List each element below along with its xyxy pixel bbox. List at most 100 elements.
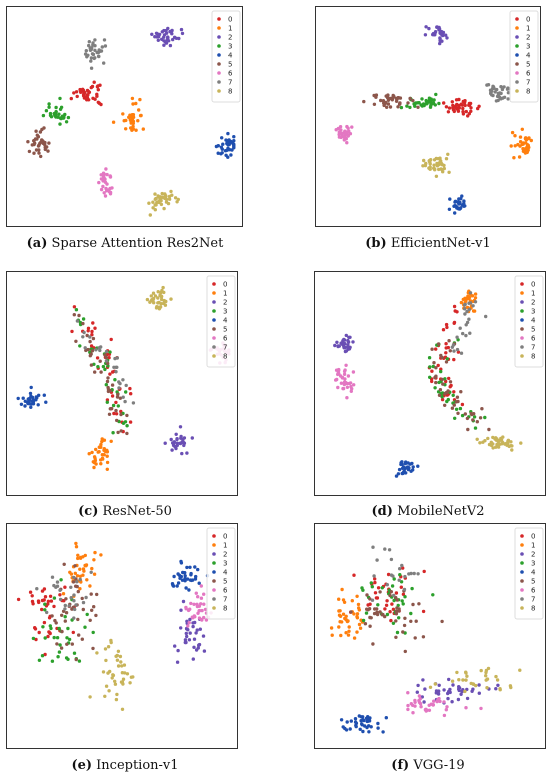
scatter-point-class-0: [114, 400, 118, 405]
scatter-point-class-7: [484, 314, 488, 319]
scatter-point-class-1: [124, 118, 128, 123]
scatter-point-class-4: [221, 142, 225, 146]
scatter-point-class-5: [452, 403, 456, 407]
scatter-point-class-7: [54, 585, 58, 589]
scatter-point-class-8: [506, 438, 511, 442]
scatter-point-class-1: [96, 450, 100, 454]
scatter-point-class-2: [433, 31, 437, 35]
scatter-point-class-5: [394, 595, 398, 600]
scatter-point-class-1: [525, 149, 530, 154]
scatter-point-class-0: [37, 630, 41, 635]
scatter-point-class-5: [394, 609, 398, 614]
scatter-point-class-7: [459, 351, 464, 355]
scatter-point-class-6: [196, 595, 200, 599]
legend-label-3: 3: [531, 560, 535, 568]
scatter-point-class-2: [183, 638, 188, 642]
scatter-point-class-7: [465, 309, 469, 314]
caption-label: (d): [371, 504, 393, 519]
scatter-point-class-1: [357, 622, 362, 627]
scatter-point-class-2: [156, 32, 160, 36]
scatter-point-class-8: [494, 445, 498, 449]
scatter-point-class-5: [409, 619, 413, 623]
scatter-point-class-3: [440, 395, 444, 399]
scatter-point-class-3: [451, 393, 455, 397]
scatter-point-class-0: [401, 566, 405, 570]
scatter-point-class-6: [110, 186, 114, 190]
scatter-point-class-8: [156, 290, 160, 294]
scatter-point-class-3: [408, 105, 412, 110]
scatter-point-class-7: [121, 378, 125, 382]
scatter-point-class-1: [92, 460, 97, 465]
scatter-point-class-3: [427, 356, 432, 360]
scatter-point-class-7: [462, 307, 467, 311]
scatter-point-class-7: [471, 304, 475, 308]
scatter-point-class-8: [128, 681, 132, 685]
scatter-point-class-8: [496, 439, 500, 444]
scatter-point-class-7: [83, 52, 88, 56]
scatter-point-class-7: [485, 83, 489, 87]
scatter-point-class-2: [190, 436, 194, 440]
scatter-point-class-5: [440, 619, 444, 624]
scatter-point-class-1: [109, 439, 113, 443]
scatter-point-class-5: [388, 105, 393, 109]
scatter-point-class-5: [62, 562, 66, 566]
scatter-point-class-5: [403, 616, 407, 620]
scatter-point-class-2: [150, 32, 154, 36]
scatter-point-class-0: [63, 585, 67, 589]
scatter-point-class-1: [131, 102, 135, 106]
scatter-point-class-7: [100, 45, 105, 49]
legend-label-8: 8: [223, 353, 227, 361]
scatter-point-class-7: [91, 41, 95, 45]
scatter-point-class-6: [335, 377, 339, 382]
scatter-point-class-5: [110, 383, 115, 387]
scatter-point-class-8: [446, 152, 450, 156]
scatter-point-class-2: [192, 645, 196, 649]
scatter-point-class-5: [441, 382, 445, 386]
scatter-point-class-1: [459, 300, 464, 305]
scatter-point-class-7: [102, 61, 106, 65]
legend-label-8: 8: [531, 605, 535, 613]
scatter-point-class-2: [156, 38, 160, 42]
scatter-point-class-1: [355, 612, 360, 616]
scatter-point-class-5: [104, 355, 108, 360]
scatter-point-class-0: [112, 411, 116, 416]
scatter-point-class-0: [90, 329, 94, 334]
scatter-point-class-0: [439, 367, 443, 371]
scatter-point-class-1: [344, 614, 348, 618]
scatter-point-class-2: [191, 621, 195, 625]
legend-marker-1: [212, 543, 216, 547]
scatter-point-class-3: [428, 365, 432, 369]
scatter-point-class-1: [522, 147, 527, 151]
scatter-point-class-2: [451, 683, 455, 687]
scatter-point-class-3: [49, 626, 53, 631]
scatter-point-class-0: [128, 420, 133, 424]
scatter-point-class-8: [159, 290, 163, 295]
scatter-point-class-2: [171, 37, 175, 42]
scatter-point-class-6: [104, 167, 108, 171]
scatter-point-class-5: [368, 615, 372, 620]
scatter-point-class-2: [422, 700, 426, 704]
scatter-point-class-0: [89, 344, 94, 348]
scatter-point-class-4: [189, 571, 193, 576]
scatter-point-class-1: [338, 614, 343, 618]
scatter-point-class-1: [518, 144, 522, 148]
scatter-point-class-7: [89, 56, 94, 60]
scatter-point-class-3: [429, 97, 433, 101]
scatter-point-class-0: [388, 610, 392, 614]
scatter-point-class-0: [452, 357, 456, 362]
scatter-point-class-7: [385, 583, 389, 587]
scatter-point-class-3: [403, 595, 407, 599]
legend-label-4: 4: [531, 569, 536, 577]
scatter-point-class-1: [352, 612, 356, 616]
scatter-point-class-1: [341, 612, 346, 616]
scatter-point-class-2: [457, 685, 461, 689]
scatter-point-class-1: [100, 437, 104, 441]
scatter-point-class-2: [459, 692, 463, 696]
scatter-point-class-8: [455, 670, 459, 675]
scatter-point-class-7: [498, 91, 502, 95]
scatter-point-class-2: [434, 691, 438, 695]
scatter-point-class-4: [359, 715, 363, 719]
scatter-point-class-0: [467, 103, 471, 107]
